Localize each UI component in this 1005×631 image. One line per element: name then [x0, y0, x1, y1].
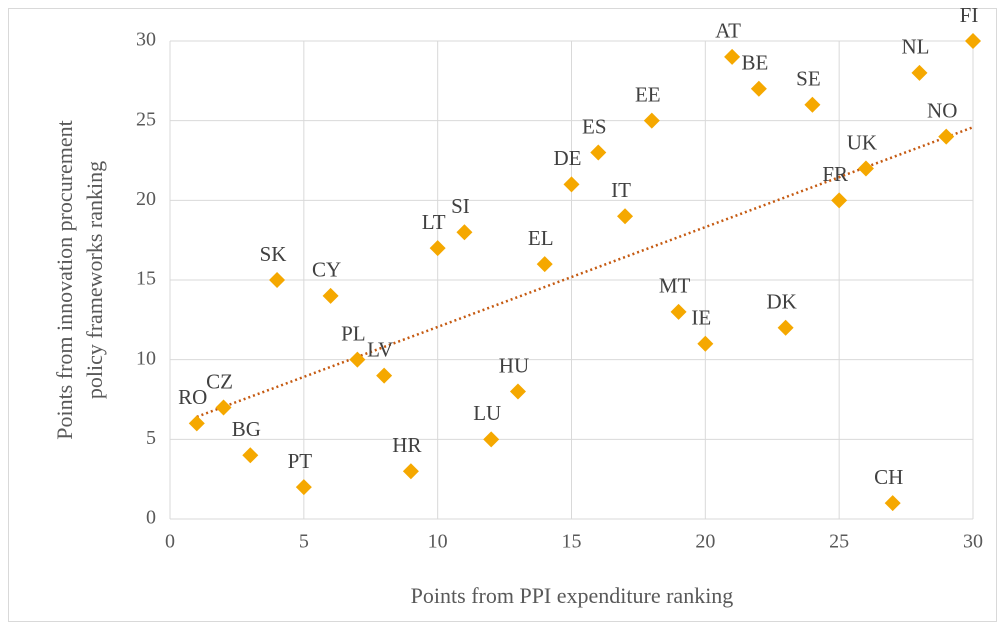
point-label: DE: [554, 146, 582, 170]
point: [242, 447, 259, 464]
point: [322, 287, 339, 304]
point-label: UK: [847, 130, 877, 154]
x-axis-title: Points from PPI expenditure ranking: [411, 583, 734, 608]
point: [911, 64, 928, 81]
point: [429, 240, 446, 257]
point-label: ES: [582, 114, 607, 138]
point-label: FR: [822, 162, 848, 186]
point: [724, 48, 741, 65]
point-label: EL: [528, 226, 554, 250]
point-label: EE: [635, 82, 661, 106]
point-label: HU: [499, 353, 529, 377]
point-label: NL: [901, 35, 929, 59]
point: [509, 383, 526, 400]
point: [188, 415, 205, 432]
point: [857, 160, 874, 177]
point: [884, 495, 901, 512]
point-label: MT: [659, 274, 691, 298]
point-label: DK: [766, 290, 796, 314]
x-tick-label: 30: [963, 531, 983, 553]
y-tick-label: 30: [136, 29, 156, 51]
point-label: SK: [260, 242, 287, 266]
point: [804, 96, 821, 113]
point-label: PL: [341, 321, 366, 345]
point: [295, 479, 312, 496]
x-tick-label: 25: [829, 531, 849, 553]
point: [777, 319, 794, 336]
y-tick-label: 20: [136, 188, 156, 210]
point: [697, 335, 714, 352]
point: [215, 399, 232, 416]
point: [536, 256, 553, 273]
y-axis-title: Points from innovation procurement: [52, 120, 77, 440]
point: [670, 303, 687, 320]
point-label: LV: [367, 337, 393, 361]
point-label: SI: [451, 194, 470, 218]
point: [617, 208, 634, 225]
x-tick-label: 5: [299, 531, 309, 553]
point-label: AT: [715, 19, 741, 43]
x-tick-label: 0: [165, 531, 175, 553]
x-tick-label: 15: [562, 531, 582, 553]
point-label: LT: [422, 210, 446, 234]
point: [750, 80, 767, 97]
point: [349, 351, 366, 368]
point-label: IE: [691, 306, 711, 330]
point-label: RO: [178, 385, 207, 409]
chart-frame: [8, 8, 997, 622]
point: [965, 33, 981, 49]
point: [269, 272, 286, 288]
point-label: CY: [312, 258, 341, 282]
point: [456, 224, 473, 241]
point-label: BE: [741, 51, 768, 75]
y-tick-label: 10: [136, 347, 156, 369]
point-label: CZ: [206, 369, 233, 393]
point: [402, 463, 419, 480]
x-tick-label: 10: [428, 531, 448, 553]
y-axis-title: policy frameworks ranking: [82, 161, 107, 399]
point: [938, 128, 955, 145]
y-tick-label: 15: [136, 268, 156, 290]
y-tick-label: 5: [146, 427, 156, 449]
point-label: PT: [288, 449, 313, 473]
y-tick-label: 0: [146, 507, 156, 529]
point: [831, 192, 848, 209]
point: [590, 144, 607, 161]
point-label: CH: [874, 465, 903, 489]
point-label: FI: [960, 3, 979, 27]
x-tick-label: 20: [695, 531, 715, 553]
point: [483, 431, 500, 448]
point-label: LU: [473, 401, 501, 425]
point: [643, 112, 660, 129]
point-label: HR: [392, 433, 421, 457]
point: [376, 367, 393, 384]
point-label: SE: [796, 67, 821, 91]
point: [563, 176, 580, 193]
point-label: IT: [611, 178, 631, 202]
trendline: [196, 126, 974, 418]
point-label: NO: [927, 98, 957, 122]
y-tick-label: 25: [136, 108, 156, 130]
point-label: BG: [232, 417, 261, 441]
